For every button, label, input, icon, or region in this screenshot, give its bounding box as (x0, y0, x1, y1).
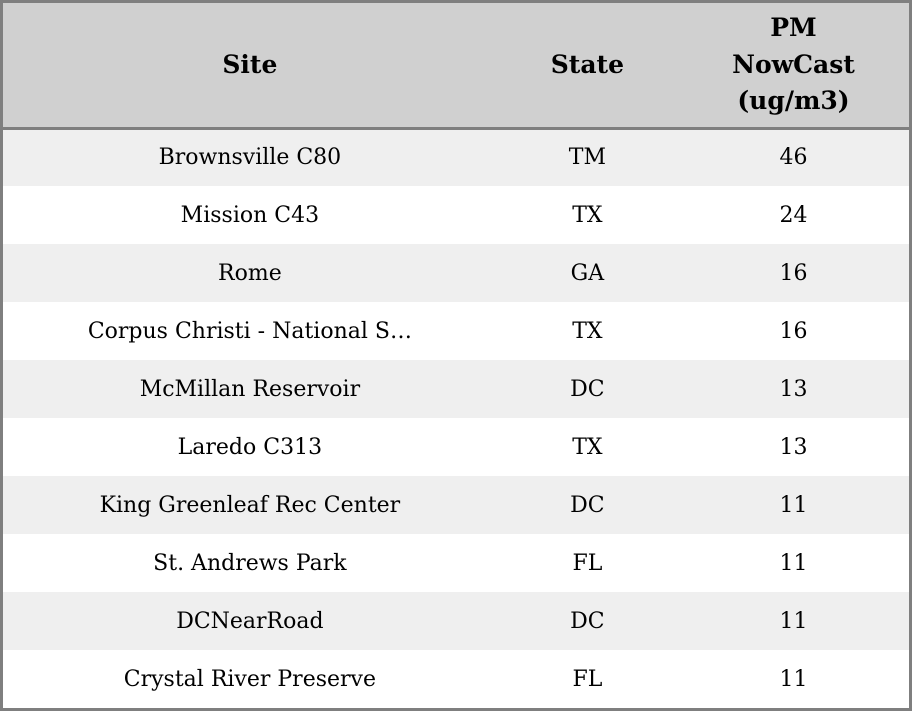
site-cell: King Greenleaf Rec Center (99, 492, 401, 518)
col-header-site: Site (3, 3, 497, 130)
state-cell: TX (572, 434, 603, 460)
table-row: Corpus Christi - National S… TX 16 (3, 302, 909, 360)
table-row: St. Andrews Park FL 11 (3, 534, 909, 592)
state-cell: TX (572, 202, 603, 228)
state-cell: DC (570, 492, 605, 518)
pm-value-cell: 16 (779, 260, 808, 286)
pm-value-cell: 24 (779, 202, 808, 228)
table-row: McMillan Reservoir DC 13 (3, 360, 909, 418)
site-cell: Corpus Christi - National S… (87, 318, 412, 344)
table-row: King Greenleaf Rec Center DC 11 (3, 476, 909, 534)
state-cell: FL (572, 666, 603, 692)
site-cell: Mission C43 (180, 202, 320, 228)
table-row: Rome GA 16 (3, 244, 909, 302)
pm-value-cell: 11 (779, 608, 808, 634)
pm-value-cell: 13 (779, 376, 808, 402)
pm-value-cell: 16 (779, 318, 808, 344)
state-cell: GA (570, 260, 605, 286)
header-row: Site State PM NowCast (ug/m3) (3, 3, 909, 130)
state-cell: DC (570, 376, 605, 402)
site-cell: St. Andrews Park (153, 550, 347, 576)
state-cell: TX (572, 318, 603, 344)
pm-value-cell: 13 (779, 434, 808, 460)
pm-nowcast-table: Site State PM NowCast (ug/m3) Brownsvill… (3, 3, 909, 708)
pm-value-cell: 11 (779, 492, 808, 518)
pm-value-cell: 11 (779, 550, 808, 576)
col-header-state: State (496, 3, 678, 130)
col-header-pm-nowcast: PM NowCast (ug/m3) (677, 3, 909, 130)
site-cell: DCNearRoad (176, 608, 324, 634)
table-row: Mission C43 TX 24 (3, 186, 909, 244)
table-row: Crystal River Preserve FL 11 (3, 650, 909, 708)
table-row: Brownsville C80 TM 46 (3, 128, 909, 186)
pm-value-cell: 11 (779, 666, 808, 692)
site-cell: McMillan Reservoir (139, 376, 361, 402)
table-row: DCNearRoad DC 11 (3, 592, 909, 650)
table-row: Laredo C313 TX 13 (3, 418, 909, 476)
site-cell: Rome (218, 260, 282, 286)
pm-value-cell: 46 (779, 145, 808, 171)
state-cell: TM (568, 145, 606, 171)
site-cell: Crystal River Preserve (123, 666, 376, 692)
table-header: Site State PM NowCast (ug/m3) (3, 3, 909, 130)
table-body: Brownsville C80 TM 46 Mission C43 TX 24 … (3, 128, 909, 708)
state-cell: FL (572, 550, 603, 576)
site-cell: Brownsville C80 (158, 145, 342, 171)
state-cell: DC (570, 608, 605, 634)
site-cell: Laredo C313 (177, 434, 323, 460)
